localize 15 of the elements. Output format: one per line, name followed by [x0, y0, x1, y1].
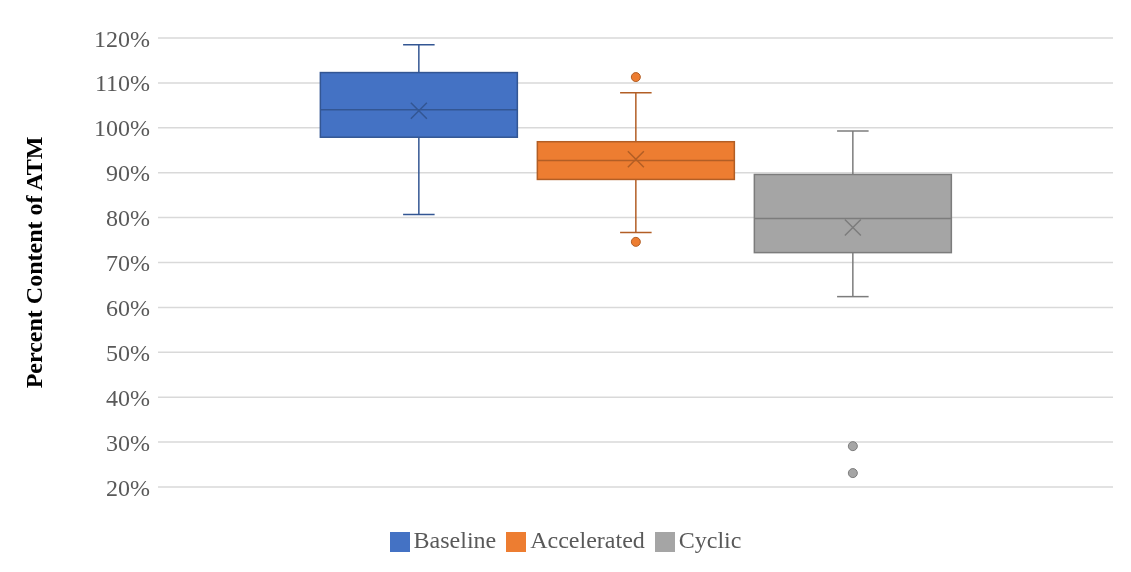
y-tick-label: 20% [106, 474, 150, 501]
y-tick-label: 90% [106, 160, 150, 187]
legend-label: Accelerated [530, 527, 645, 553]
legend-label: Baseline [413, 527, 497, 553]
y-tick-label: 120% [94, 25, 150, 52]
legend-label: Cyclic [678, 527, 742, 553]
y-tick-label: 40% [106, 384, 150, 411]
y-tick-label: 70% [106, 250, 150, 277]
y-tick-label: 80% [106, 205, 150, 232]
y-axis-title: Percent Content of ATM [20, 136, 47, 389]
y-tick-label: 60% [106, 294, 150, 321]
y-tick-label: 30% [106, 429, 150, 456]
y-tick-label: 100% [94, 115, 150, 142]
y-tick-label: 110% [94, 70, 150, 97]
y-tick-label: 50% [106, 339, 150, 366]
